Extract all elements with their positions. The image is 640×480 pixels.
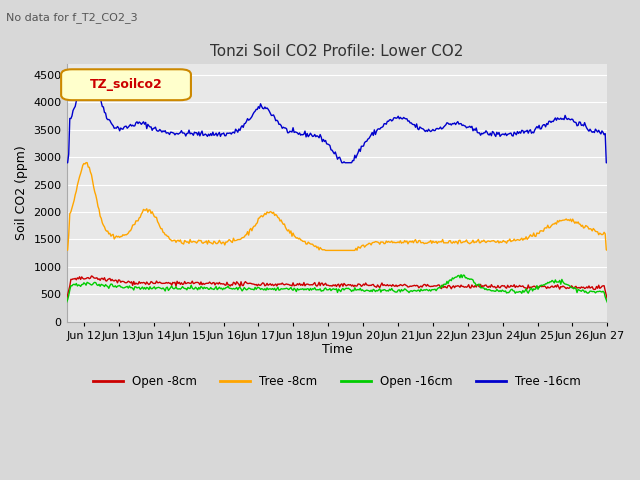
Legend: Open -8cm, Tree -8cm, Open -16cm, Tree -16cm: Open -8cm, Tree -8cm, Open -16cm, Tree -… [88,371,586,393]
X-axis label: Time: Time [321,343,353,357]
Y-axis label: Soil CO2 (ppm): Soil CO2 (ppm) [15,145,28,240]
Title: Tonzi Soil CO2 Profile: Lower CO2: Tonzi Soil CO2 Profile: Lower CO2 [211,44,463,59]
Text: No data for f_T2_CO2_3: No data for f_T2_CO2_3 [6,12,138,23]
FancyBboxPatch shape [61,69,191,100]
Text: TZ_soilco2: TZ_soilco2 [90,78,163,91]
